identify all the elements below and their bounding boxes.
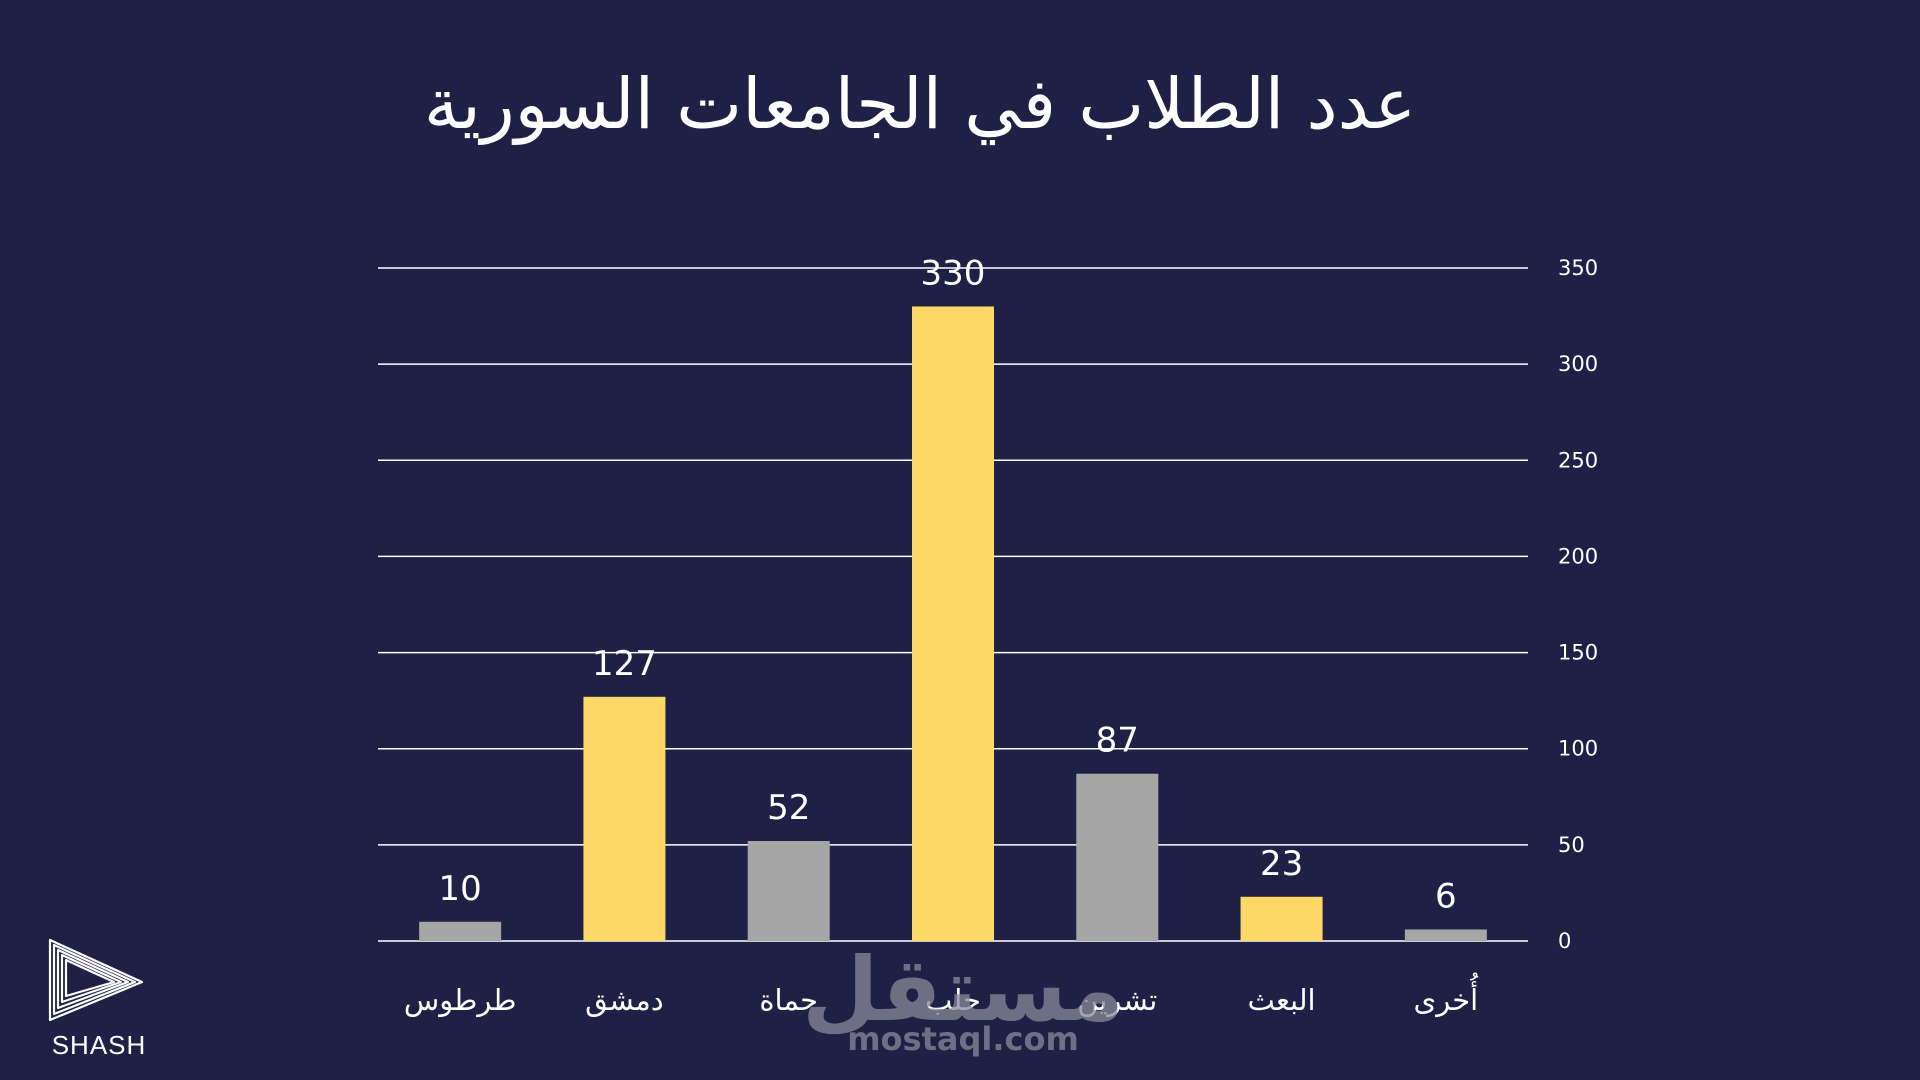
category-label: حلب xyxy=(925,983,981,1017)
y-tick-label: 150 xyxy=(1558,641,1598,665)
play-triangle-icon xyxy=(48,938,144,1022)
y-tick-label: 350 xyxy=(1558,256,1598,280)
bar xyxy=(912,306,994,941)
category-label: طرطوس xyxy=(404,983,517,1017)
data-label: 6 xyxy=(1435,876,1457,916)
category-label: تشرين xyxy=(1077,983,1157,1017)
category-label: البعث xyxy=(1248,983,1316,1017)
bar xyxy=(1240,896,1323,941)
bar xyxy=(1076,773,1159,941)
data-label: 330 xyxy=(921,253,986,293)
category-label: دمشق xyxy=(585,983,664,1017)
data-label: 87 xyxy=(1096,721,1139,761)
y-axis-ticks: 0 50 100 150 200 250 300 350 xyxy=(1558,256,1598,953)
y-tick-label: 250 xyxy=(1558,448,1598,472)
data-label: 127 xyxy=(592,644,657,684)
bar xyxy=(747,841,830,941)
bars xyxy=(419,306,1487,941)
y-tick-label: 50 xyxy=(1558,833,1585,857)
chart-title: عدد الطلاب في الجامعات السورية xyxy=(424,63,1416,146)
data-label: 23 xyxy=(1260,844,1303,884)
y-tick-label: 100 xyxy=(1558,737,1598,761)
data-label: 10 xyxy=(439,869,482,909)
category-labels: طرطوس دمشق حماة حلب تشرين البعث أُخرى xyxy=(404,972,1479,1017)
data-labels: 10 127 52 330 87 23 6 xyxy=(439,253,1457,916)
data-label: 52 xyxy=(767,788,810,828)
y-tick-label: 0 xyxy=(1558,929,1571,953)
category-label: حماة xyxy=(759,983,818,1017)
brand-name: SHASH xyxy=(52,1030,147,1060)
watermark-arabic: مستقل xyxy=(802,938,1124,1041)
y-tick-label: 200 xyxy=(1558,544,1598,568)
shash-logo: SHASH xyxy=(48,938,147,1060)
watermark-latin: mostaql.com xyxy=(847,1020,1079,1058)
y-tick-label: 300 xyxy=(1558,352,1598,376)
bar xyxy=(419,921,502,941)
mostaql-watermark: مستقل mostaql.com xyxy=(802,938,1124,1058)
bar xyxy=(1404,929,1487,941)
bar xyxy=(583,696,666,941)
